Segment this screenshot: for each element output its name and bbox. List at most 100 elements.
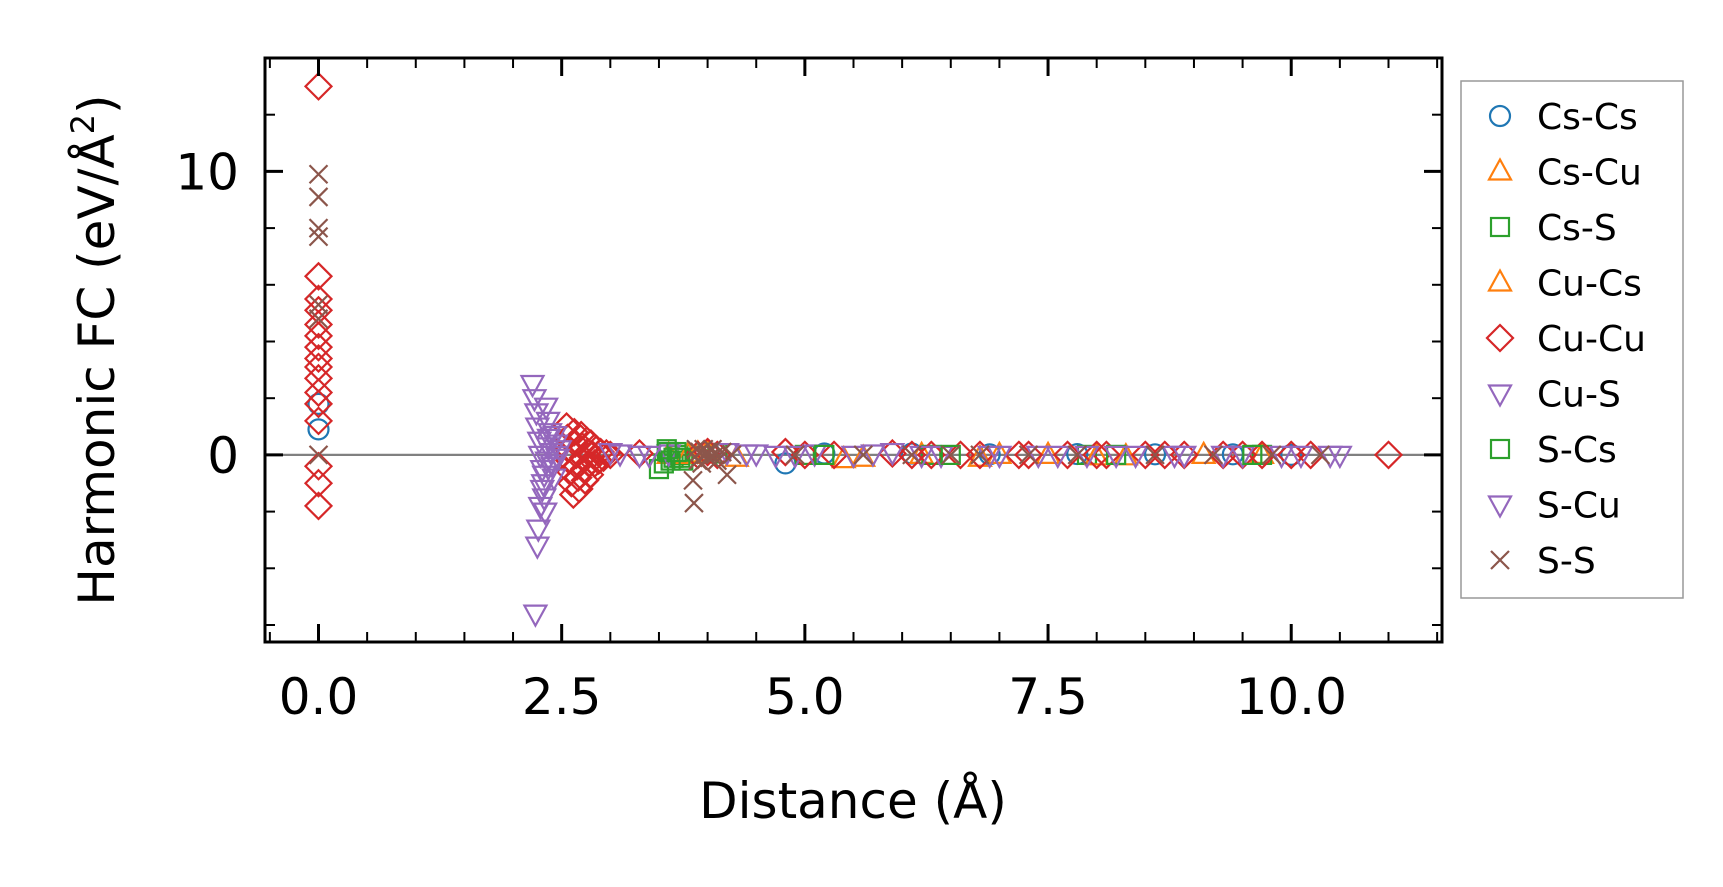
data-point-cu-cu	[1276, 440, 1306, 470]
legend-marker-s-s	[1490, 550, 1510, 570]
series-s-s	[308, 164, 1331, 513]
data-point-cu-cs	[986, 440, 1013, 464]
data-point-cu-cu	[303, 491, 334, 521]
legend-item-cs-s: Cs-S	[1489, 208, 1617, 249]
data-point-s-cu	[733, 444, 760, 468]
data-point-cu-cu	[303, 343, 334, 374]
data-point-s-cu	[538, 442, 564, 467]
data-point-s-s	[705, 445, 726, 465]
data-point-s-cu	[525, 519, 552, 543]
legend-marker-s-cu	[1487, 495, 1513, 519]
data-point-cs-cs	[307, 392, 330, 415]
y-axis-title-main: Harmonic FC (eV/Å	[68, 134, 126, 605]
data-point-cu-cu	[303, 406, 334, 436]
data-point-s-cu	[535, 411, 561, 436]
series-cu-cu	[303, 71, 1404, 521]
data-point-s-cu	[986, 445, 1013, 470]
legend-label: S-S	[1537, 541, 1596, 582]
legend: Cs-Cs Cs-Cu Cs-S Cu-Cs Cu-Cu Cu-S S-Cs S-Cu S-S	[1460, 80, 1684, 599]
data-point-s-s	[1018, 445, 1039, 465]
data-point-cu-s	[1074, 445, 1100, 470]
data-point-cu-s	[519, 374, 546, 399]
data-point-s-s	[722, 445, 742, 465]
legend-label: Cs-S	[1537, 208, 1617, 249]
data-point-cu-s	[527, 445, 554, 470]
series-s-cs	[656, 439, 1263, 471]
data-point-cu-cu	[303, 261, 334, 291]
data-point-s-s	[1203, 445, 1224, 465]
data-point-s-cu	[522, 604, 549, 628]
legend-item-cu-cu: Cu-Cu	[1485, 319, 1646, 360]
data-point-cu-s	[655, 444, 682, 468]
data-point-cu-s	[597, 442, 624, 467]
data-point-s-cu	[543, 445, 570, 470]
data-point-s-s	[308, 226, 329, 247]
data-point-cu-s	[879, 442, 906, 467]
data-point-s-cu	[1161, 445, 1188, 470]
data-point-cu-s	[1025, 445, 1052, 470]
data-point-s-s	[1067, 445, 1088, 465]
data-point-cu-cu	[1373, 440, 1404, 470]
data-point-s-cu	[533, 397, 559, 421]
x-tick-label: 10.0	[1236, 668, 1347, 726]
data-point-cu-cu	[575, 460, 605, 490]
data-point-cu-cu	[1004, 440, 1034, 470]
data-point-s-cu	[782, 445, 808, 470]
data-point-s-s	[853, 445, 874, 465]
ticks-layer	[265, 57, 1442, 642]
legend-item-cs-cs: Cs-Cs	[1488, 97, 1638, 138]
legend-label: Cu-Cu	[1537, 319, 1646, 360]
data-point-cu-cu	[1052, 440, 1083, 470]
data-point-s-cu	[531, 465, 558, 490]
data-point-cu-cu	[303, 377, 334, 408]
data-point-s-s	[902, 445, 922, 465]
data-point-cu-cu	[303, 332, 334, 362]
data-point-cs-cu	[967, 443, 993, 467]
data-point-s-cu	[1268, 445, 1295, 470]
y-tick-label: 0	[207, 427, 239, 485]
legend-item-s-s: S-S	[1490, 541, 1596, 582]
data-point-cu-cu	[303, 352, 334, 382]
data-point-cu-cu	[591, 438, 621, 469]
x-tick-label: 5.0	[765, 668, 845, 726]
series-s-cu	[522, 397, 1343, 628]
data-point-cu-cu	[1091, 440, 1121, 470]
data-point-s-cu	[1317, 445, 1343, 470]
legend-marker-cu-cu	[1485, 323, 1515, 353]
data-point-s-cu	[636, 445, 663, 470]
data-point-cu-cu	[303, 321, 334, 351]
data-point-cu-s	[840, 445, 867, 470]
data-point-cu-cu	[303, 389, 334, 419]
data-point-s-cs	[814, 444, 835, 465]
legend-label: S-Cu	[1537, 486, 1621, 527]
tick-labels-layer: 0.0 2.5 5.0 7.5 10.0 0 10	[175, 143, 1347, 726]
data-point-s-s	[717, 464, 737, 485]
legend-item-cu-cs: Cu-Cs	[1487, 264, 1642, 305]
data-point-s-s	[308, 187, 329, 207]
data-point-cs-cs	[1280, 443, 1303, 466]
data-point-s-cu	[607, 444, 633, 468]
x-tick-label: 2.5	[522, 668, 602, 726]
legend-item-s-cs: S-Cs	[1489, 430, 1617, 471]
legend-marker-cs-cs	[1488, 104, 1512, 128]
legend-label: S-Cs	[1537, 430, 1617, 471]
data-point-s-s	[308, 309, 329, 329]
data-point-cu-cs	[1083, 442, 1110, 466]
legend-item-s-cu: S-Cu	[1487, 486, 1621, 527]
data-point-cu-s	[521, 389, 548, 413]
plot-frame	[263, 56, 1444, 644]
data-point-cu-cu	[819, 440, 849, 470]
legend-label: Cu-Cs	[1537, 264, 1642, 305]
x-tick-label: 7.5	[1008, 668, 1088, 726]
data-point-cu-cu	[916, 440, 946, 470]
legend-item-cu-s: Cu-S	[1487, 375, 1621, 416]
x-axis-title: Distance (Å)	[699, 772, 1007, 830]
data-point-s-s	[940, 445, 961, 465]
data-point-cu-cu	[303, 468, 334, 498]
data-point-cu-cu	[1130, 440, 1160, 470]
legend-marker-cu-cs	[1487, 268, 1513, 292]
data-point-s-s	[683, 470, 703, 491]
data-point-cu-cu	[1247, 440, 1277, 470]
